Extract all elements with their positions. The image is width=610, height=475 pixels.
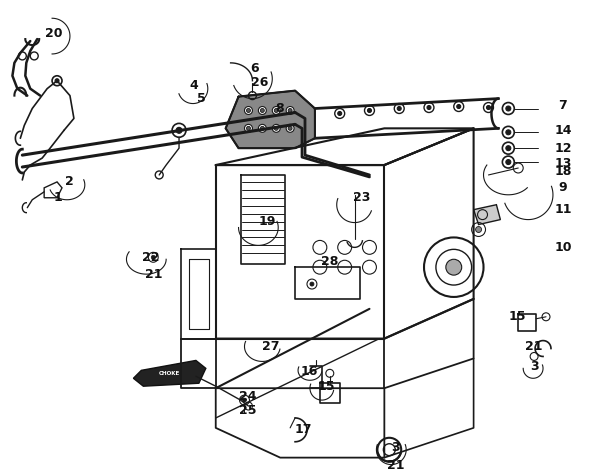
Circle shape: [506, 130, 511, 135]
Circle shape: [274, 108, 278, 113]
Circle shape: [506, 106, 511, 111]
Text: 7: 7: [559, 99, 567, 112]
Text: CHOKE: CHOKE: [159, 371, 180, 376]
Text: 22: 22: [142, 251, 159, 264]
Circle shape: [245, 106, 253, 114]
Text: 15: 15: [509, 310, 526, 323]
Circle shape: [288, 108, 292, 113]
Circle shape: [246, 126, 251, 130]
Circle shape: [338, 112, 342, 115]
Circle shape: [272, 106, 280, 114]
Text: 27: 27: [262, 340, 279, 353]
Circle shape: [397, 106, 401, 111]
Polygon shape: [473, 205, 500, 225]
Text: 21: 21: [387, 459, 404, 472]
Text: 3: 3: [391, 441, 400, 454]
Circle shape: [260, 108, 264, 113]
Circle shape: [272, 124, 280, 133]
Circle shape: [506, 160, 511, 164]
Text: 28: 28: [321, 255, 339, 268]
Circle shape: [151, 255, 155, 259]
Text: 24: 24: [239, 390, 256, 403]
Circle shape: [457, 104, 461, 108]
Text: 26: 26: [251, 76, 268, 89]
Text: 9: 9: [559, 181, 567, 194]
Circle shape: [487, 105, 490, 110]
Circle shape: [446, 259, 462, 275]
Text: 6: 6: [250, 62, 259, 76]
Text: 21: 21: [146, 267, 163, 281]
Circle shape: [476, 227, 481, 232]
Circle shape: [176, 127, 182, 133]
Text: 23: 23: [353, 191, 370, 204]
Circle shape: [245, 124, 253, 133]
Text: 25: 25: [239, 404, 256, 417]
Polygon shape: [44, 182, 62, 198]
Circle shape: [274, 126, 278, 130]
Circle shape: [288, 126, 292, 130]
Circle shape: [260, 126, 264, 130]
Text: 8: 8: [275, 102, 284, 115]
Text: 17: 17: [294, 423, 312, 437]
Text: 15: 15: [317, 380, 334, 393]
Text: 11: 11: [554, 203, 572, 216]
Text: 4: 4: [190, 79, 198, 92]
Polygon shape: [226, 91, 315, 148]
Circle shape: [310, 282, 314, 286]
Text: 20: 20: [45, 27, 63, 39]
Text: 5: 5: [198, 92, 206, 105]
Circle shape: [427, 105, 431, 110]
Circle shape: [367, 108, 371, 113]
Text: 19: 19: [259, 215, 276, 228]
Circle shape: [55, 79, 59, 83]
Text: 13: 13: [554, 157, 572, 170]
Text: 10: 10: [554, 241, 572, 254]
Text: 3: 3: [530, 360, 539, 373]
Circle shape: [506, 146, 511, 151]
Circle shape: [243, 398, 246, 402]
Text: 21: 21: [525, 340, 543, 353]
Circle shape: [259, 124, 267, 133]
Text: 1: 1: [54, 191, 62, 204]
Circle shape: [246, 108, 251, 113]
Text: 12: 12: [554, 142, 572, 155]
Text: 18: 18: [554, 165, 572, 179]
Text: 16: 16: [300, 365, 318, 378]
Polygon shape: [134, 361, 206, 386]
Circle shape: [259, 106, 267, 114]
Text: 14: 14: [554, 124, 572, 137]
Text: 2: 2: [65, 175, 73, 189]
Circle shape: [286, 106, 294, 114]
Circle shape: [286, 124, 294, 133]
